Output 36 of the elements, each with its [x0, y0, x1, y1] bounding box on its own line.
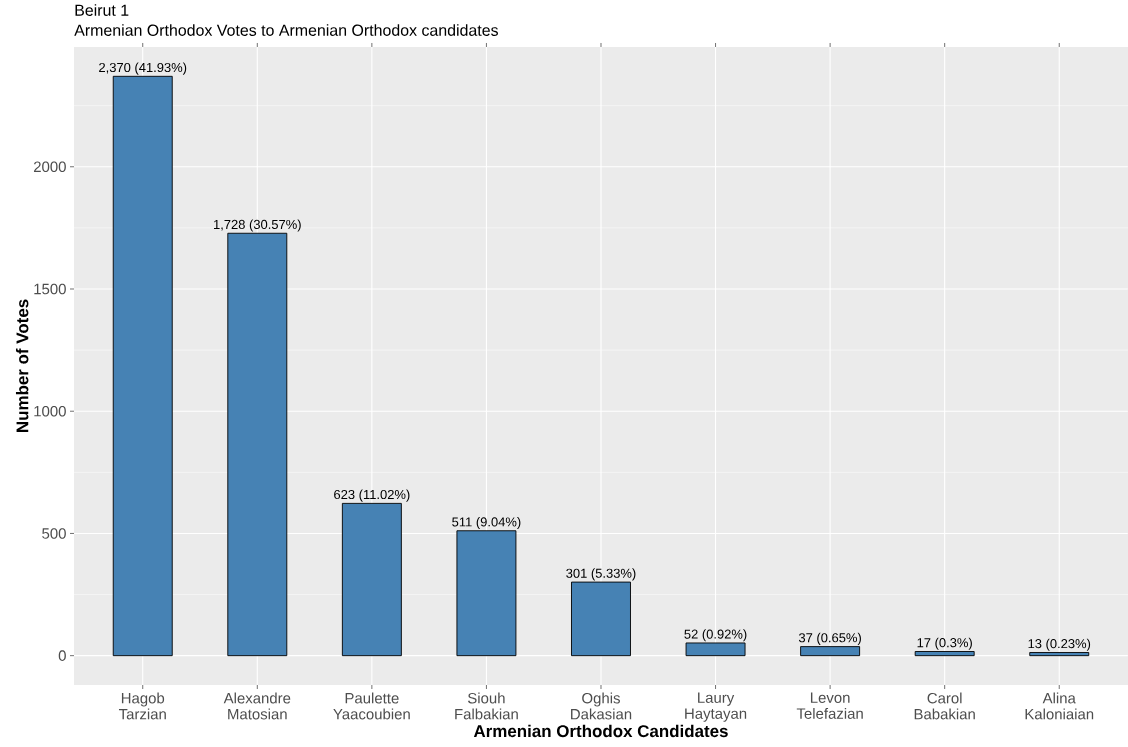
bar [571, 581, 631, 657]
y-axis-title: Number of Votes [15, 299, 29, 432]
data-label: 2,370 (41.93%) [99, 62, 187, 75]
y-tick-label: 500 [42, 528, 66, 539]
chart-subtitle: Armenian Orthodox Votes to Armenian Orthodox candidates [74, 24, 498, 36]
x-tick-label: Oghis Dakasian [571, 692, 632, 720]
y-tick-label: 2000 [33, 161, 66, 173]
data-label: 623 (11.02%) [334, 489, 410, 502]
bar [1029, 652, 1090, 657]
bar [800, 646, 861, 657]
x-tick-label: Laury Haytayan [685, 692, 747, 722]
y-tick-label: 1500 [34, 283, 66, 295]
bar [456, 530, 517, 657]
x-tick-label: Siouh Falbakian [455, 692, 518, 720]
x-tick-label: Alina Kaloniaian [1025, 692, 1094, 720]
bar [914, 651, 975, 657]
x-axis-title: Armenian Orthodox Candidates [473, 724, 728, 738]
bar [341, 502, 402, 657]
data-label: 1,728 (30.57%) [214, 219, 301, 232]
data-label: 13 (0.23%) [1028, 638, 1091, 651]
x-tick-label: Hagob Tarzian [118, 692, 166, 720]
y-tick-label: 0 [58, 650, 66, 661]
data-label: 17 (0.3%) [917, 637, 972, 650]
bar [227, 232, 288, 657]
x-tick-label: Alexandre Matosian [223, 692, 291, 720]
data-label: 301 (5.33%) [566, 568, 636, 581]
data-label: 37 (0.65%) [798, 632, 861, 645]
data-label: 52 (0.92%) [684, 629, 747, 642]
bar [112, 75, 173, 657]
x-tick-label: Levon Telefazian [796, 692, 863, 719]
bar [685, 642, 746, 657]
chart-title: Beirut 1 [75, 4, 129, 16]
y-tick-label: 1000 [34, 405, 66, 417]
x-tick-label: Paulette Yaacoubien [333, 692, 410, 720]
x-tick-label: Carol Babakian [914, 692, 975, 720]
data-label: 511 (9.04%) [452, 516, 521, 530]
